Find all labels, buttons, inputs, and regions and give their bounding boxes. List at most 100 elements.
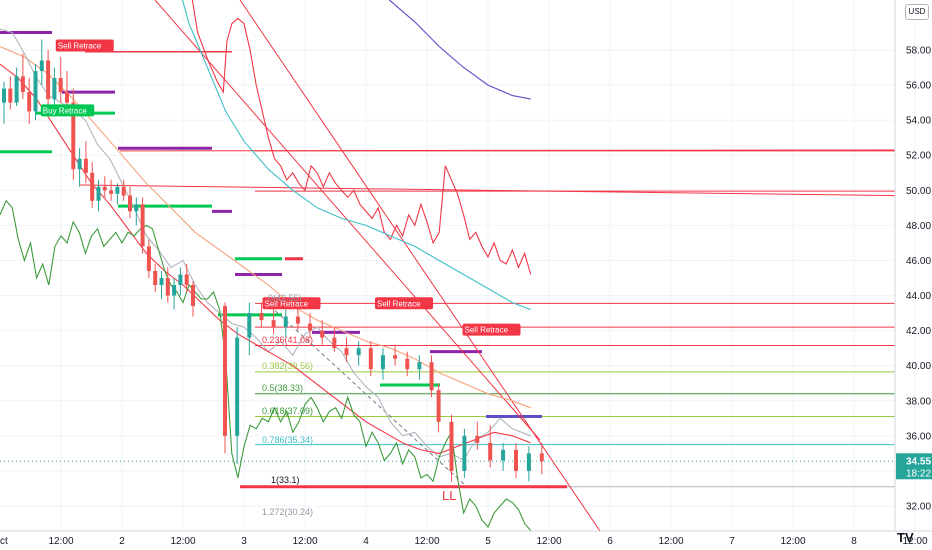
candle-body-13 (83, 158, 88, 173)
candle-body-9 (58, 78, 63, 93)
horizontal-levels (0, 30, 896, 489)
candle-body-51 (462, 435, 467, 471)
candle-body-46 (405, 358, 410, 370)
indicator-lines (0, 0, 532, 531)
time-tick-9: 12:00 (536, 536, 561, 547)
time-tick-7: 12:00 (414, 536, 439, 547)
candle-body-8 (52, 78, 57, 100)
price-tick-11: 54.00 (906, 116, 931, 127)
time-tick-13: 12:00 (780, 536, 805, 547)
time-axis[interactable]: ct 12:00 2 12:00 3 12:00 4 12:00 5 12:00 6 12:00 7 12… (0, 530, 932, 547)
time-tick-15: 12:00 (902, 536, 927, 547)
price-tick-12: 56.00 (906, 81, 931, 92)
fib-label-0: 0(42.55) (268, 293, 302, 303)
resistance-line-1 (119, 149, 896, 152)
candle-body-5 (33, 71, 38, 112)
signal-label-3: Sell Retrace (377, 299, 421, 308)
time-tick-0: ct (0, 536, 8, 547)
candle-body-48 (429, 362, 434, 391)
candle-body-19 (121, 186, 126, 196)
price-tick-6: 44.00 (906, 291, 931, 302)
candle-body-43 (368, 348, 373, 370)
candle-body-42 (356, 348, 361, 356)
fib-labels: 0(42.55) 0.236(41.08) 0.382(39.56) 0.5(38.3… (262, 293, 313, 517)
swing-label: LL (442, 488, 456, 503)
candle-body-31 (223, 306, 227, 436)
candle-body-39 (320, 330, 325, 338)
price-tick-0: 32.00 (906, 502, 931, 513)
price-axis[interactable]: 32.0034.0036.0038.0040.0042.0044.0046.00… (894, 0, 932, 531)
time-tick-14: 8 (851, 536, 857, 547)
candle-body-53 (488, 442, 493, 461)
candle-body-1 (8, 88, 13, 103)
signal-label-0: Sell Retrace (58, 41, 102, 50)
candle-body-17 (109, 190, 114, 194)
candle-body-3 (20, 76, 25, 93)
candle-body-56 (526, 453, 531, 471)
price-tick-9: 50.00 (906, 186, 931, 197)
time-tick-2: 2 (119, 536, 125, 547)
signal-badge-3 (375, 297, 433, 310)
signal-marks: Sell Retrace Buy Retrace Sell Retrace Sell … (40, 39, 521, 503)
time-tick-1: 12:00 (48, 536, 73, 547)
candle-body-33 (247, 313, 252, 338)
candle-body-50 (449, 421, 454, 471)
indicator-line-0 (191, 0, 532, 275)
candle-body-10 (65, 92, 69, 103)
candle-body-2 (14, 76, 19, 103)
signal-badge-1 (40, 104, 95, 117)
candle-body-38 (308, 323, 313, 331)
signal-badge-4 (462, 323, 521, 336)
candle-body-23 (146, 246, 151, 271)
resistance-line-2 (79, 184, 896, 197)
indicator-line-2 (388, 0, 531, 100)
signal-label-1: Buy Retrace (43, 106, 88, 115)
candle-body-57 (539, 453, 544, 462)
candle-body-32 (235, 337, 240, 436)
fib-label-5: 0.786(35.34) (262, 435, 313, 445)
candle-body-16 (102, 186, 107, 191)
fib-label-3: 0.5(38.33) (262, 383, 303, 393)
candle-body-45 (393, 355, 398, 359)
fib-label-7: 1.272(30.24) (262, 507, 313, 517)
currency-label[interactable]: USD (905, 4, 929, 20)
signal-label-2: Sell Retrace (265, 299, 309, 308)
candle-body-44 (380, 355, 385, 370)
fib-label-2: 0.382(39.56) (262, 361, 313, 371)
price-tick-8: 48.00 (906, 221, 931, 232)
candle-body-6 (39, 60, 44, 72)
fib-label-1: 0.236(41.08) (262, 335, 313, 345)
candle-body-37 (295, 316, 300, 324)
price-tick-4: 40.00 (906, 361, 931, 372)
fib-label-6: 1(33.1) (271, 475, 300, 485)
time-tick-12: 7 (729, 536, 735, 547)
time-tick-6: 4 (363, 536, 369, 547)
candle-body-22 (140, 204, 145, 247)
candle-body-21 (134, 204, 139, 212)
price-tick-2: 36.00 (906, 431, 931, 442)
candle-body-4 (27, 92, 32, 112)
candle-body-20 (128, 195, 132, 212)
candle-body-49 (436, 390, 441, 422)
indicator-line-4 (0, 28, 531, 462)
indicator-line-3 (0, 45, 531, 409)
signal-badge-2 (262, 297, 321, 310)
candle-body-28 (178, 274, 183, 286)
indicator-line-1 (181, 0, 531, 311)
fib-diagonal (269, 305, 466, 486)
candle-body-40 (332, 337, 337, 349)
price-tick-10: 52.00 (906, 151, 931, 162)
candle-body-11 (71, 102, 76, 170)
countdown-label: 18:22 (906, 468, 931, 479)
candle-body-36 (283, 316, 288, 328)
candle-body-29 (184, 274, 189, 286)
indicator-line-5 (0, 63, 531, 454)
grid-lines (0, 0, 916, 531)
candle-body-41 (344, 348, 349, 356)
price-tick-13: 58.00 (906, 46, 931, 57)
last-price-badge (896, 453, 932, 480)
time-tick-3: 12:00 (170, 536, 195, 547)
candle-body-55 (514, 449, 518, 471)
candle-body-18 (115, 186, 120, 194)
